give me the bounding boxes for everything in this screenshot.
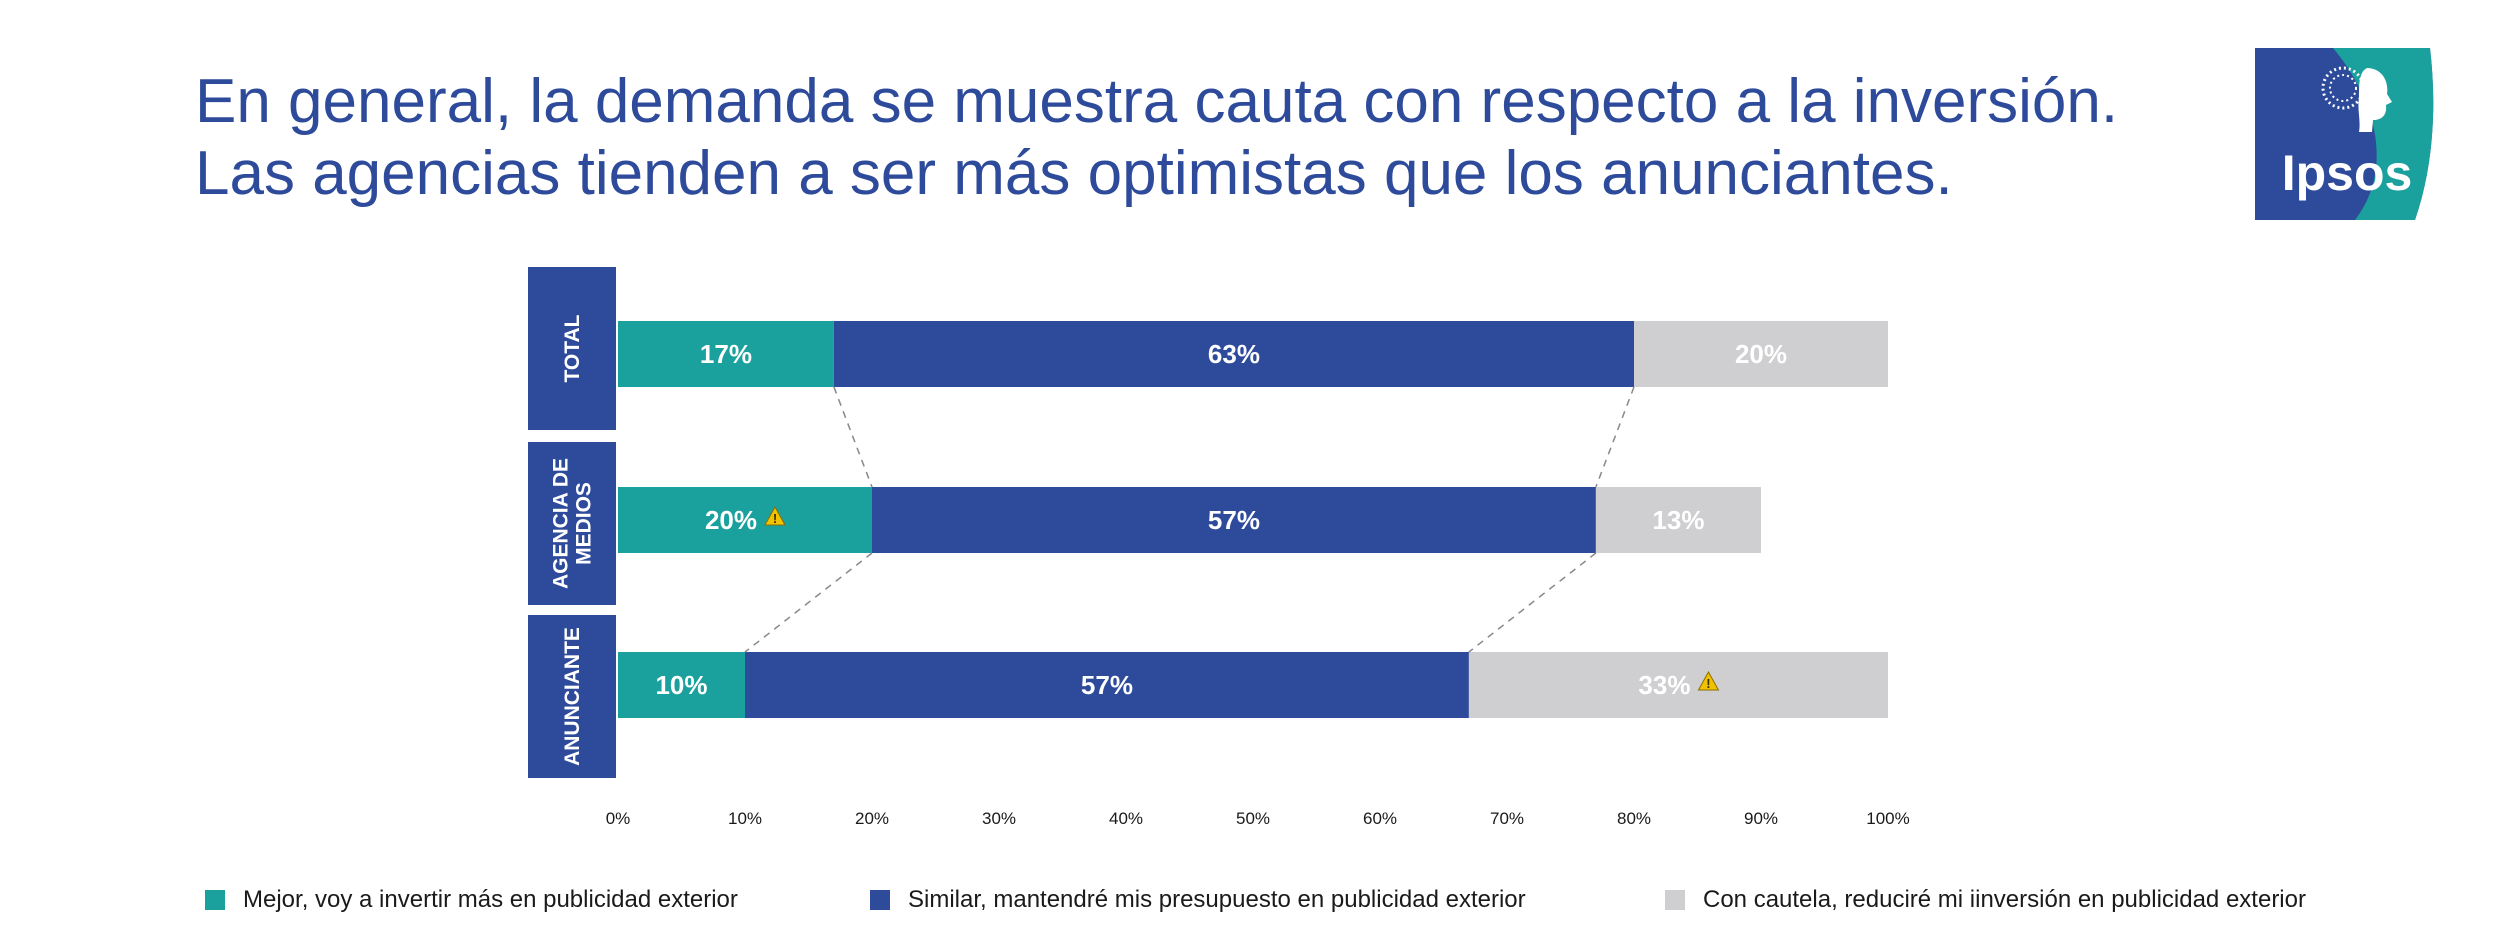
x-tick-label: 20% <box>855 809 889 828</box>
legend-swatch-gray <box>1665 890 1685 910</box>
legend-label-cautela: Con cautela, reduciré mi iinversión en p… <box>1703 886 2306 913</box>
ipsos-logo: Ipsos <box>2255 48 2434 220</box>
value-label-total-series-3: 20% <box>1735 339 1787 369</box>
x-tick-label: 10% <box>728 809 762 828</box>
legend-item-mejor: Mejor, voy a invertir más en publicidad … <box>205 880 738 920</box>
value-label-anunciante-series-1: 10% <box>655 670 707 700</box>
connector-line-1-1 <box>833 386 873 488</box>
value-label-agencia-de-medios-series-1: 20% <box>705 505 757 535</box>
legend-label-similar: Similar, mantendré mis presupuesto en pu… <box>908 886 1526 913</box>
legend-item-similar: Similar, mantendré mis presupuesto en pu… <box>870 880 1526 920</box>
value-label-anunciante-series-3: 33% <box>1638 670 1690 700</box>
bar-total-series-3 <box>1634 321 1888 387</box>
bar-anunciante-series-3 <box>1468 652 1888 718</box>
x-tick-label: 0% <box>606 809 631 828</box>
x-tick-label: 90% <box>1744 809 1778 828</box>
legend-label-mejor: Mejor, voy a invertir más en publicidad … <box>243 886 738 913</box>
category-box-total <box>528 267 616 430</box>
x-tick-label: 40% <box>1109 809 1143 828</box>
head-silhouette-icon <box>2321 66 2392 132</box>
category-label-total: TOTAL <box>561 314 584 382</box>
x-tick-label: 100% <box>1866 809 1909 828</box>
title-line-1: En general, la demanda se muestra cauta … <box>195 67 2119 136</box>
bar-agencia-de-medios-series-1 <box>618 487 872 553</box>
warning-icon <box>764 505 786 526</box>
warning-icon-mark: ! <box>773 511 777 526</box>
category-box-anunciante <box>528 615 616 778</box>
logo-accent <box>2333 48 2434 220</box>
x-tick-label: 50% <box>1236 809 1270 828</box>
connector-line-1-2 <box>1595 386 1635 488</box>
value-label-agencia-de-medios-series-2: 57% <box>1208 505 1260 535</box>
bar-total-series-2 <box>833 321 1634 387</box>
legend-item-cautela: Con cautela, reduciré mi iinversión en p… <box>1665 880 2306 920</box>
x-tick-label: 30% <box>982 809 1016 828</box>
page-title: En general, la demanda se muestra cauta … <box>195 66 2195 210</box>
bar-anunciante-series-1 <box>618 652 745 718</box>
category-box-agencia-de-medios <box>528 442 616 605</box>
legend-swatch-teal <box>205 890 225 910</box>
x-tick-label: 60% <box>1363 809 1397 828</box>
legend-swatch-blue <box>870 890 890 910</box>
connector-line-2-1 <box>744 552 873 653</box>
category-label-agencia-de-medios: AGENCIA DEMEDIOS <box>550 458 596 589</box>
value-label-total-series-2: 63% <box>1208 339 1260 369</box>
value-label-total-series-1: 17% <box>700 339 752 369</box>
value-label-anunciante-series-2: 57% <box>1081 670 1133 700</box>
bar-anunciante-series-2 <box>745 652 1469 718</box>
title-line-2: Las agencias tienden a ser más optimista… <box>195 139 1953 208</box>
x-tick-label: 70% <box>1490 809 1524 828</box>
value-label-agencia-de-medios-series-3: 13% <box>1652 505 1704 535</box>
bar-agencia-de-medios-series-3 <box>1595 487 1761 553</box>
category-label-anunciante: ANUNCIANTE <box>561 627 584 766</box>
bar-total-series-1 <box>618 321 834 387</box>
logo-text: Ipsos <box>2282 145 2413 201</box>
connector-line-2-2 <box>1468 552 1597 653</box>
bar-agencia-de-medios-series-2 <box>872 487 1596 553</box>
warning-icon <box>1697 670 1720 691</box>
x-tick-label: 80% <box>1617 809 1651 828</box>
warning-icon-mark: ! <box>1706 676 1710 691</box>
